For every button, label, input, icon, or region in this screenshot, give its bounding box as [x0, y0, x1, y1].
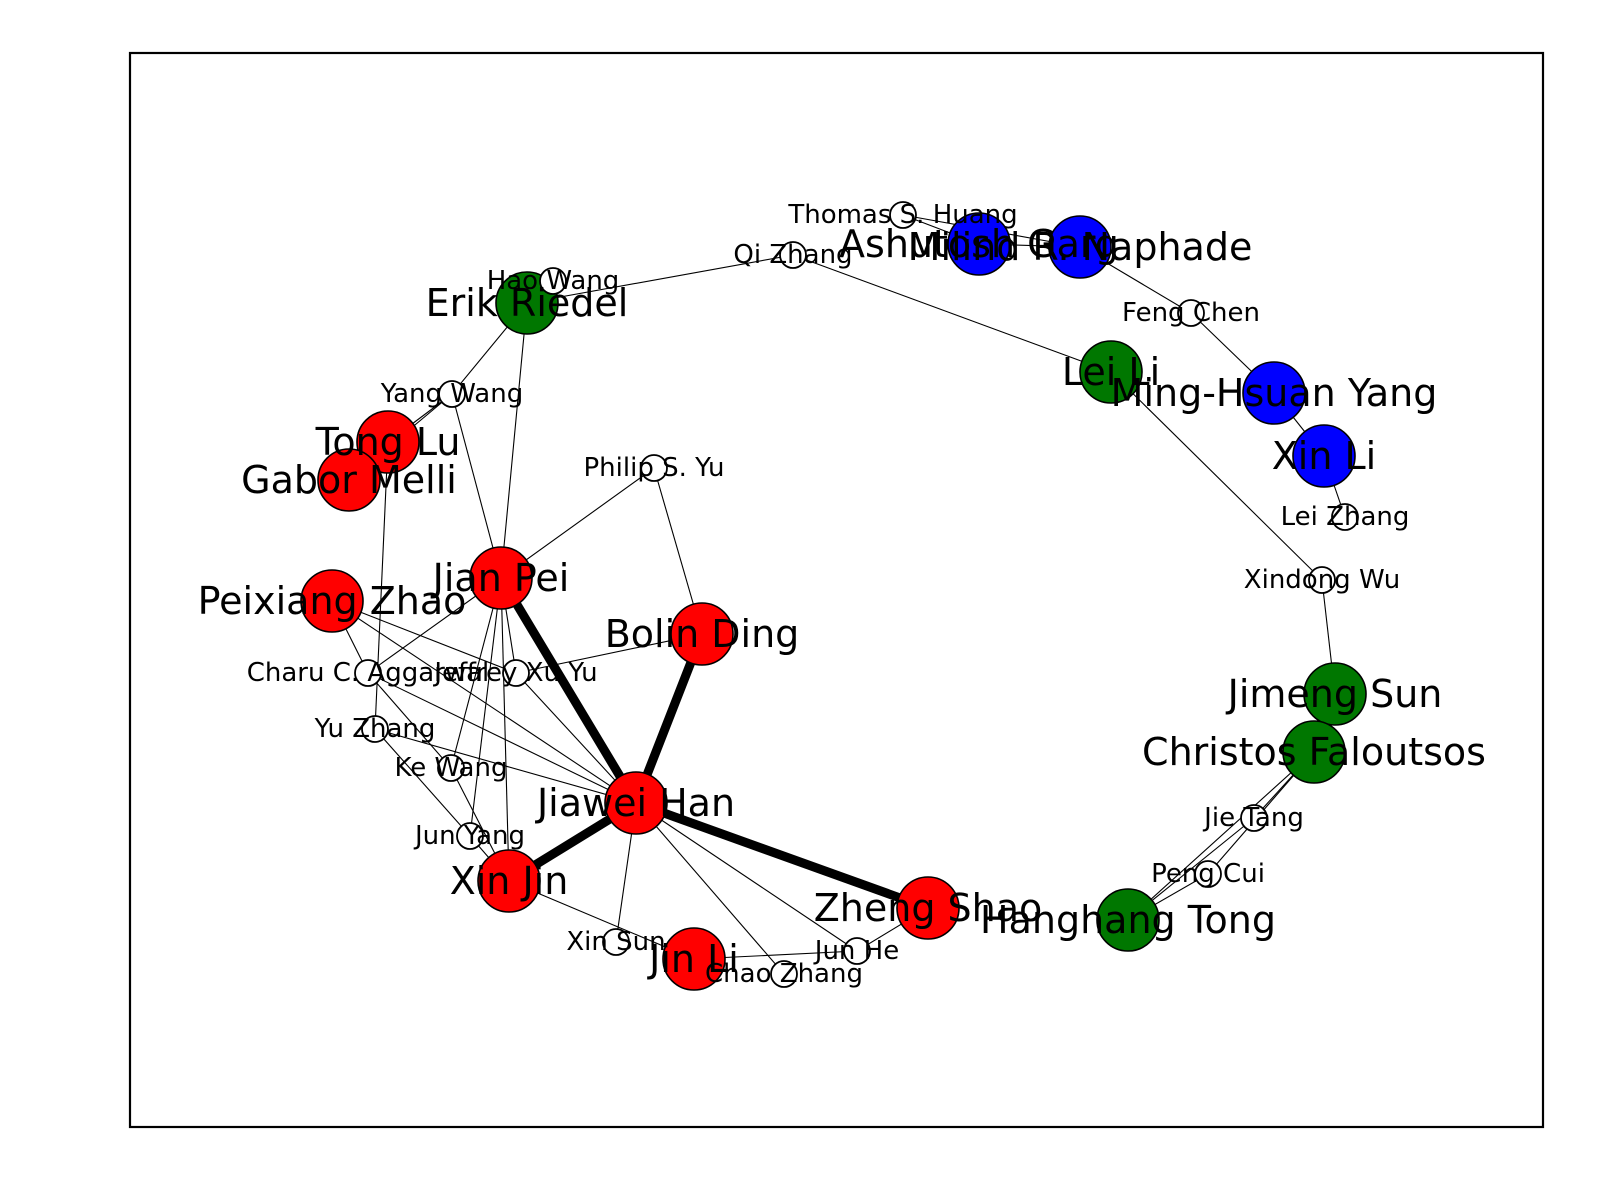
label-chao_zhang: Chao Zhang: [705, 959, 863, 989]
label-feng_chen: Feng Chen: [1122, 298, 1260, 328]
label-christos_faloutsos: Christos Faloutsos: [1142, 730, 1486, 774]
node-lei_li: [1079, 340, 1143, 404]
label-qi_zhang: Qi Zhang: [733, 240, 852, 270]
label-xindong_wu: Xindong Wu: [1244, 565, 1400, 595]
node-chao_zhang: [770, 960, 798, 988]
label-jeffrey_yu: Jeffrey Xu Yu: [432, 658, 597, 688]
node-jian_pei: [469, 546, 533, 610]
label-lei_zhang: Lei Zhang: [1281, 502, 1410, 532]
node-jiawei_han: [604, 771, 668, 835]
node-philip_yu: [640, 454, 668, 482]
node-xindong_wu: [1308, 566, 1336, 594]
label-yang_wang: Yang Wang: [380, 379, 523, 409]
label-jun_yang: Jun Yang: [413, 821, 525, 851]
node-xin_sun: [602, 928, 630, 956]
label-ming_hsuan_yang: Ming-Hsuan Yang: [1111, 371, 1438, 415]
edge-jian_pei-jun_yang: [469, 577, 502, 837]
label-jun_he: Jun He: [813, 936, 899, 966]
label-peng_cui: Peng Cui: [1151, 859, 1265, 889]
edge-jian_pei-ke_wang: [450, 577, 502, 769]
label-ke_wang: Ke Wang: [395, 753, 508, 783]
label-xin_sun: Xin Sun: [566, 927, 665, 957]
label-philip_yu: Philip S. Yu: [583, 453, 724, 483]
node-jimeng_sun: [1303, 662, 1367, 726]
node-peng_cui: [1194, 860, 1222, 888]
label-jimeng_sun: Jimeng Sun: [1226, 672, 1443, 716]
label-jian_pei: Jian Pei: [431, 556, 570, 600]
node-feng_chen: [1177, 299, 1205, 327]
edge-yu_zhang-jun_yang: [374, 728, 471, 837]
node-hanghang_tong: [1096, 888, 1160, 952]
label-peixiang_zhao: Peixiang Zhao: [198, 579, 467, 623]
label-jiawei_han: Jiawei Han: [535, 781, 735, 825]
node-ming_hsuan_yang: [1242, 361, 1306, 425]
labels-layer: Jiawei Han Jian Pei Bolin Ding Xin Jin Zheng…: [198, 200, 1486, 989]
node-christos_faloutsos: [1282, 720, 1346, 784]
edge-erik_riedel-qi_zhang: [526, 254, 794, 304]
edge-xin_jin-jin_li: [508, 880, 695, 960]
edge-christos_faloutsos-hanghang_tong: [1127, 751, 1315, 921]
plot-frame: [128, 51, 1545, 1129]
node-zheng_shao: [896, 876, 960, 940]
label-xin_jin: Xin Jin: [450, 859, 569, 903]
edge-qi_zhang-lei_li: [792, 254, 1112, 373]
node-xin_jin: [477, 849, 541, 913]
label-erik_riedel: Erik Riedel: [426, 281, 629, 325]
edge-jiawei_han-chao_zhang: [635, 802, 785, 975]
label-jie_tang: Jie Tang: [1202, 803, 1304, 833]
label-milind_naphade: Milind R. Naphade: [908, 225, 1253, 269]
label-gabor_melli: Gabor Melli: [241, 458, 457, 502]
label-jin_li: Jin Li: [647, 937, 739, 981]
node-jun_he: [843, 937, 871, 965]
edge-lei_li-xindong_wu: [1110, 371, 1323, 581]
node-ashutosh_garg: [947, 212, 1011, 276]
edge-jiawei_han-jian_pei: [497, 575, 640, 806]
label-thomas_huang: Thomas S. Huang: [787, 200, 1017, 230]
node-xin_li: [1292, 424, 1356, 488]
label-yu_zhang: Yu Zhang: [314, 714, 436, 744]
edge-jiawei_han-zheng_shao: [634, 798, 930, 913]
edge-peixiang_zhao-jeffrey_yu: [331, 600, 517, 674]
label-hao_wang: Hao Wang: [487, 266, 620, 296]
label-tong_lu: Tong Lu: [315, 420, 461, 464]
label-ashutosh_garg: Ashutosh Garg: [839, 222, 1119, 266]
node-peixiang_zhao: [300, 569, 364, 633]
label-lei_li: Lei Li: [1062, 350, 1160, 394]
node-hao_wang: [539, 267, 567, 295]
label-bolin_ding: Bolin Ding: [605, 612, 800, 656]
node-charu_aggarwal: [354, 659, 382, 687]
node-qi_zhang: [779, 241, 807, 269]
node-tong_lu: [356, 410, 420, 474]
nodes-layer: [300, 201, 1367, 991]
node-bolin_ding: [670, 602, 734, 666]
node-yu_zhang: [361, 715, 389, 743]
edge-charu_aggarwal-ke_wang: [367, 672, 452, 769]
label-xin_li: Xin Li: [1272, 434, 1376, 478]
edge-jiawei_han-jun_he: [635, 802, 858, 952]
edge-jiawei_han-peixiang_zhao: [331, 600, 637, 804]
edge-jiawei_han-charu_aggarwal: [367, 672, 637, 804]
edge-jian_pei-erik_riedel: [500, 302, 528, 579]
edge-jian_pei-xin_jin: [500, 577, 510, 882]
label-zheng_shao: Zheng Shao: [814, 886, 1043, 930]
node-jie_tang: [1240, 804, 1268, 832]
node-milind_naphade: [1048, 215, 1112, 279]
node-jeffrey_yu: [502, 659, 530, 687]
node-ke_wang: [437, 754, 465, 782]
node-yang_wang: [438, 380, 466, 408]
node-gabor_melli: [317, 448, 381, 512]
node-lei_zhang: [1331, 503, 1359, 531]
label-hanghang_tong: Hanghang Tong: [980, 898, 1276, 942]
node-jin_li: [662, 927, 726, 991]
label-charu_aggarwal: Charu C. Aggarwal: [247, 658, 490, 688]
node-thomas_huang: [889, 201, 917, 229]
node-jun_yang: [456, 822, 484, 850]
